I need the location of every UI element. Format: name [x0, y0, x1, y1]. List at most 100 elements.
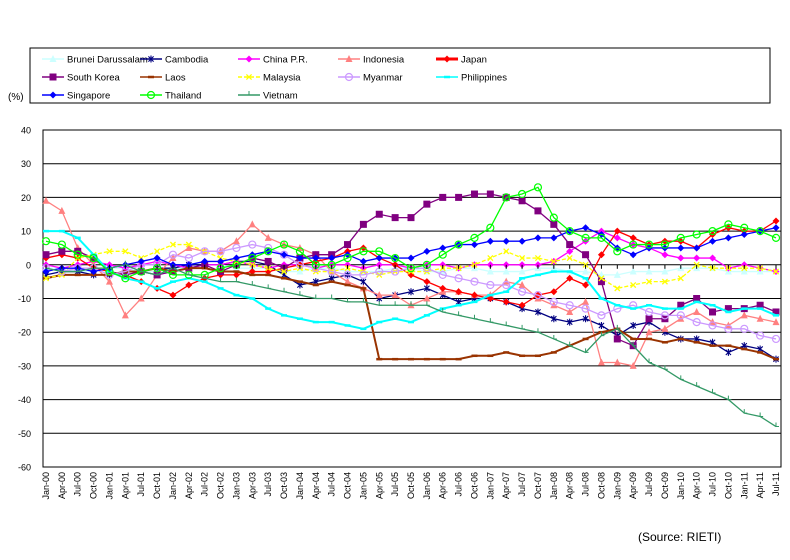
- data-point-thailand: [57, 240, 66, 249]
- legend-marker-icon: [245, 55, 253, 63]
- data-point-thailand: [41, 237, 51, 246]
- data-point-vietnam: [315, 294, 319, 299]
- data-point-thailand: [375, 247, 384, 256]
- x-tick-label: Jul-01: [136, 472, 146, 497]
- data-point-japan: [566, 274, 574, 282]
- legend-item-vietnam: Vietnam: [238, 91, 298, 102]
- data-point-singapore: [518, 237, 526, 245]
- data-point-vietnam: [712, 388, 716, 394]
- y-axis: 40 30 20 10 0 -10 -20 -30 -40 -50 -60: [18, 126, 31, 473]
- data-point-singapore: [312, 254, 320, 262]
- data-point-indonesia: [613, 358, 621, 366]
- x-tick-label: Jan-06: [422, 472, 432, 500]
- data-point-thailand: [581, 233, 590, 242]
- data-point-vietnam: [489, 318, 494, 323]
- x-axis: Jan-00 Apr-00 Jul-00 Oct-00 Jan-01 Apr-01 Jul-…: [41, 264, 781, 500]
- x-tick-label: Jan-04: [295, 472, 305, 500]
- data-point-myanmar: [232, 243, 241, 253]
- y-tick-label: -30: [18, 361, 31, 371]
- data-point-myanmar: [502, 280, 511, 290]
- data-point-south-korea: [613, 335, 621, 343]
- data-point-vietnam: [410, 301, 414, 306]
- data-point-vietnam: [362, 297, 367, 303]
- data-point-myanmar: [359, 270, 368, 280]
- x-tick-label: Apr-11: [755, 472, 765, 498]
- data-point-vietnam: [458, 311, 462, 316]
- data-point-thailand: [565, 227, 574, 236]
- y-tick-label: -60: [18, 463, 31, 473]
- x-tick-label: Apr-00: [57, 472, 67, 499]
- data-point-singapore: [407, 254, 415, 262]
- x-tick-label: Jul-05: [390, 472, 400, 497]
- data-point-thailand: [724, 220, 733, 229]
- data-point-south-korea: [407, 214, 415, 222]
- data-point-vietnam: [505, 321, 510, 326]
- data-point-south-korea: [709, 308, 717, 316]
- data-point-vietnam: [235, 277, 240, 283]
- data-point-japan: [629, 234, 637, 242]
- data-point-thailand: [216, 264, 225, 273]
- data-point-south-korea: [677, 301, 685, 309]
- data-point-japan: [550, 288, 558, 296]
- data-point-vietnam: [664, 365, 668, 370]
- data-point-singapore: [772, 224, 780, 232]
- legend-item-malaysia: Malaysia: [238, 73, 301, 84]
- data-point-malaysia: [106, 248, 113, 255]
- data-point-malaysia: [122, 248, 129, 255]
- data-point-cambodia: [598, 321, 605, 329]
- x-tick-label: Apr-02: [184, 472, 194, 499]
- data-point-japan: [455, 288, 463, 296]
- data-point-brunei-darussalam: [582, 267, 590, 275]
- data-point-indonesia: [248, 220, 256, 228]
- data-point-vietnam: [394, 301, 399, 306]
- data-point-indonesia: [582, 297, 590, 305]
- data-point-japan: [772, 217, 780, 225]
- data-point-singapore: [359, 257, 367, 265]
- data-point-malaysia: [503, 248, 510, 255]
- data-point-indonesia: [629, 361, 637, 369]
- data-point-cambodia: [582, 315, 589, 323]
- data-point-cambodia: [725, 348, 732, 356]
- data-point-vietnam: [204, 274, 208, 279]
- data-point-myanmar: [676, 311, 685, 320]
- legend-item-cambodia: Cambodia: [140, 55, 209, 66]
- data-point-singapore: [137, 257, 145, 265]
- data-point-malaysia: [614, 285, 621, 292]
- x-tick-label: Oct-03: [279, 472, 289, 499]
- data-point-indonesia: [645, 328, 653, 336]
- data-point-south-korea: [597, 278, 605, 286]
- data-point-vietnam: [442, 307, 446, 313]
- data-point-thailand: [295, 247, 305, 256]
- data-point-vietnam: [600, 331, 605, 337]
- legend-marker-icon: [248, 91, 252, 96]
- data-point-vietnam: [569, 341, 573, 347]
- data-point-south-korea: [534, 207, 542, 215]
- data-point-china-p-r: [693, 254, 701, 262]
- legend-item-indonesia: Indonesia: [338, 55, 405, 66]
- x-tick-label: Apr-05: [374, 472, 384, 499]
- data-point-japan: [439, 284, 447, 292]
- data-point-malaysia: [566, 255, 573, 262]
- data-point-south-korea: [486, 190, 494, 198]
- x-tick-label: Jul-07: [517, 472, 527, 497]
- data-point-thailand: [470, 233, 479, 242]
- data-point-vietnam: [140, 267, 145, 273]
- data-point-thailand: [533, 183, 543, 192]
- data-point-south-korea: [423, 200, 431, 208]
- x-tick-label: Apr-06: [438, 472, 448, 499]
- x-tick-label: Jul-00: [73, 472, 83, 497]
- data-point-indonesia: [121, 311, 129, 319]
- data-point-myanmar: [644, 307, 654, 317]
- data-point-singapore: [629, 251, 637, 259]
- data-point-singapore: [90, 268, 98, 276]
- data-point-thailand: [517, 189, 527, 199]
- x-tick-label: Oct-08: [596, 472, 606, 499]
- x-tick-label: Apr-01: [120, 472, 130, 499]
- data-point-vietnam: [61, 267, 65, 273]
- data-point-malaysia: [630, 281, 637, 289]
- data-point-south-korea: [582, 251, 590, 259]
- legend-item-singapore: Singapore: [42, 91, 110, 102]
- data-point-south-korea: [645, 315, 653, 323]
- data-point-myanmar: [248, 240, 257, 249]
- data-point-malaysia: [42, 275, 50, 282]
